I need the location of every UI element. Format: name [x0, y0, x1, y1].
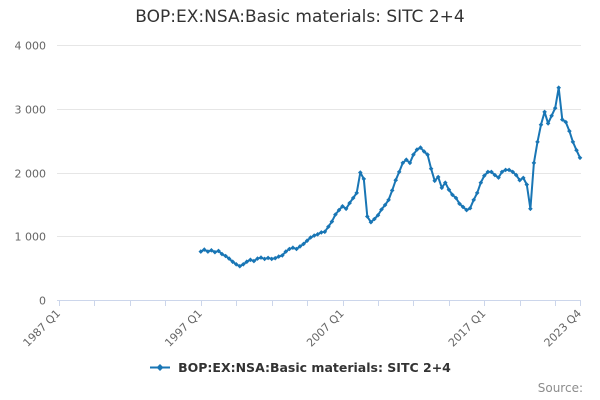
x-axis-label: 2023 Q4	[542, 307, 585, 350]
x-axis-label: 2017 Q1	[446, 307, 489, 350]
source-label: Source:	[537, 381, 583, 395]
y-axis-label: 4 000	[15, 40, 47, 53]
legend-label: BOP:EX:NSA:Basic materials: SITC 2+4	[178, 360, 451, 375]
x-axis-label: 1987 Q1	[21, 307, 64, 350]
x-axis-label: 1997 Q1	[162, 307, 205, 350]
y-axis-label: 3 000	[15, 104, 47, 117]
legend-marker-icon	[150, 364, 171, 371]
series-markers	[198, 85, 583, 269]
legend: BOP:EX:NSA:Basic materials: SITC 2+4	[0, 360, 600, 375]
x-axis-label: 2007 Q1	[304, 307, 347, 350]
y-axis-label: 2 000	[15, 168, 47, 181]
y-axis-label: 1 000	[15, 231, 47, 244]
y-axis-label: 0	[39, 295, 46, 308]
legend-item[interactable]: BOP:EX:NSA:Basic materials: SITC 2+4	[149, 360, 451, 375]
chart-title: BOP:EX:NSA:Basic materials: SITC 2+4	[135, 7, 465, 27]
